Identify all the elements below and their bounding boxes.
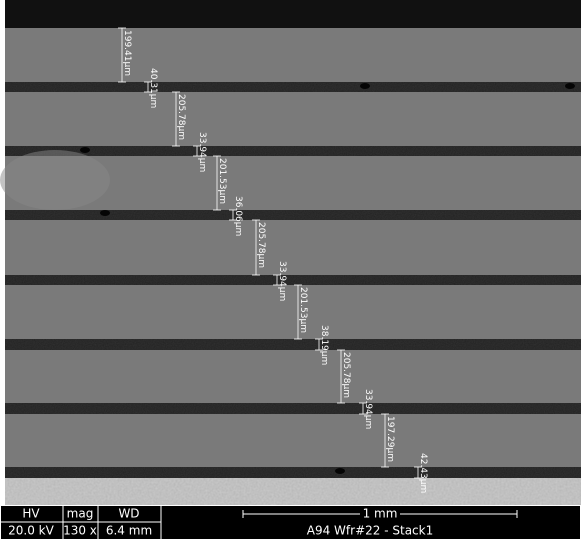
measure-label: 33.94µm bbox=[277, 261, 287, 301]
measure-label: 197.29µm bbox=[385, 416, 395, 462]
dark-layer-texture bbox=[5, 275, 581, 285]
dark-layer-texture bbox=[5, 403, 581, 414]
sem-image: 199.41µm 40.31µm 205.78µm 33.94µm 201.53µm 36… bbox=[0, 0, 581, 540]
value: 130 x bbox=[63, 524, 97, 538]
measure-label: 205.78µm bbox=[176, 94, 186, 140]
dark-layer-texture bbox=[5, 210, 581, 220]
header: WD bbox=[118, 507, 139, 521]
top-band bbox=[5, 0, 581, 28]
substrate-texture bbox=[5, 478, 581, 505]
sample-label: A94 Wfr#22 - Stack1 bbox=[307, 524, 433, 538]
measure-label: 201.53µm bbox=[217, 158, 227, 204]
void bbox=[80, 147, 90, 153]
layers bbox=[5, 0, 581, 505]
measure-label: 201.53µm bbox=[298, 287, 308, 333]
void bbox=[335, 468, 345, 474]
dark-layer-texture bbox=[5, 82, 581, 92]
info-bar: HV mag WD 20.0 kV 130 x 6.4 mm 1 mm A94 … bbox=[0, 505, 581, 540]
dark-layer-texture bbox=[5, 339, 581, 350]
measure-label: 199.41µm bbox=[122, 30, 132, 76]
void bbox=[360, 83, 370, 89]
measure-label: 33.94µm bbox=[197, 132, 207, 172]
dark-layer-texture bbox=[5, 146, 581, 156]
measure-label: 205.78µm bbox=[341, 352, 351, 398]
value: 20.0 kV bbox=[8, 524, 54, 538]
scale-label: 1 mm bbox=[363, 507, 398, 521]
dark-layer-texture bbox=[5, 467, 581, 478]
measure-label: 38.19µm bbox=[319, 325, 329, 365]
header: mag bbox=[67, 507, 94, 521]
measure-label: 205.78µm bbox=[256, 222, 266, 268]
void bbox=[565, 83, 575, 89]
measure-label: 40.31µm bbox=[148, 68, 158, 108]
measure-label: 36.06µm bbox=[233, 196, 243, 236]
measure-label: 42.43µm bbox=[418, 453, 428, 493]
value: 6.4 mm bbox=[106, 524, 152, 538]
measure-label: 33.94µm bbox=[363, 389, 373, 429]
void bbox=[100, 210, 110, 216]
artifact bbox=[0, 150, 110, 210]
header: HV bbox=[22, 507, 40, 521]
